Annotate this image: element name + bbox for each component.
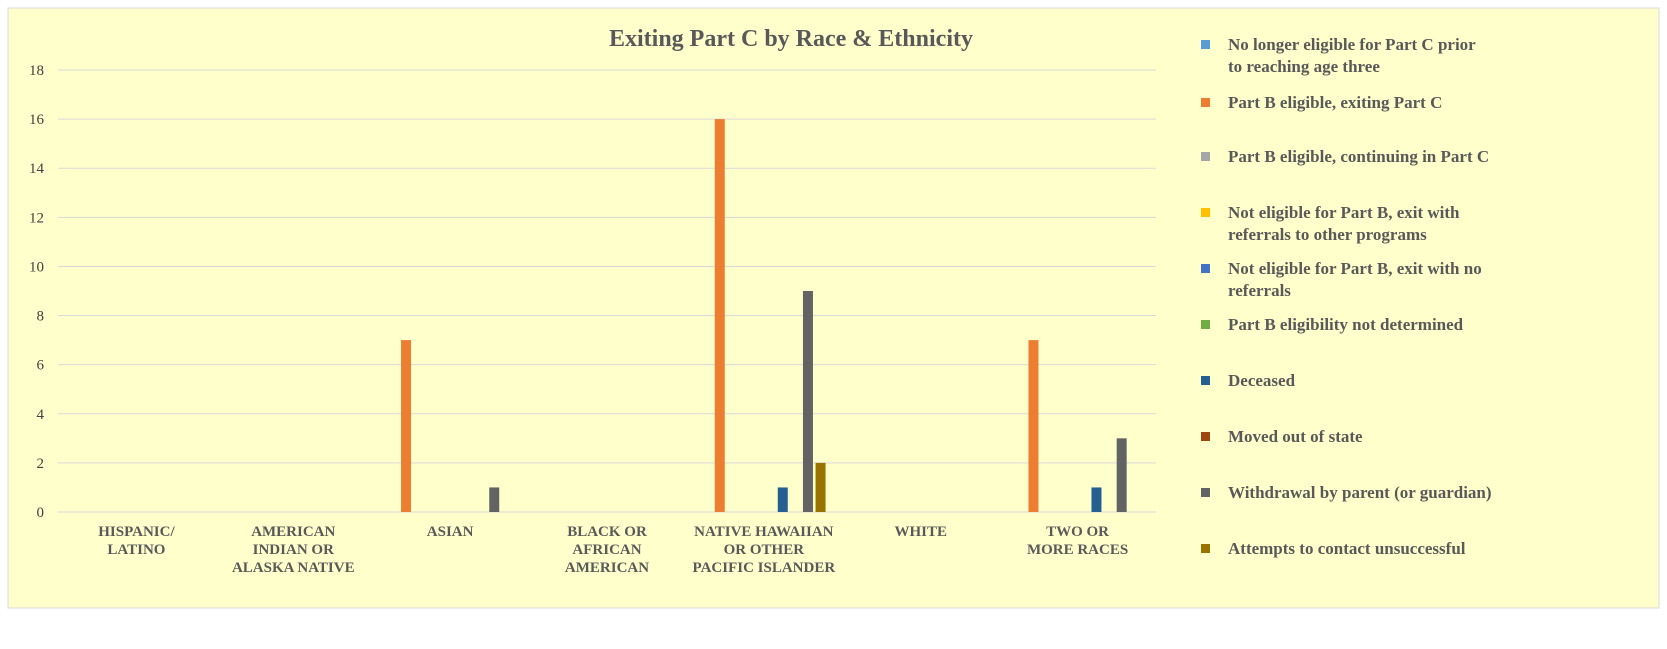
legend-swatch — [1201, 544, 1210, 553]
bar — [802, 291, 813, 512]
bar — [1116, 438, 1127, 512]
grid-lines — [58, 69, 1156, 513]
bar — [1091, 487, 1102, 512]
legend-label: No longer eligible for Part C prior to re… — [1228, 35, 1476, 76]
legend-swatch — [1201, 264, 1210, 273]
y-axis-ticks: 0 2 4 6 8 10 12 14 16 18 — [29, 63, 45, 521]
x-category-label: NATIVE HAWAIIAN OR OTHER PACIFIC ISLANDER — [693, 524, 836, 576]
y-tick-label: 0 — [37, 505, 45, 521]
x-category-label: HISPANIC/LATINO — [98, 524, 175, 558]
legend-swatch — [1201, 320, 1210, 329]
legend-swatch — [1201, 98, 1210, 107]
legend-swatch — [1201, 432, 1210, 441]
bar — [815, 462, 826, 512]
x-category-label: AMERICAN INDIAN OR ALASKA NATIVE — [232, 524, 355, 576]
y-tick-label: 2 — [37, 456, 45, 472]
legend-label: Deceased — [1228, 371, 1296, 390]
legend-label: Not eligible for Part B, exit with no ref… — [1228, 259, 1482, 300]
legend-label: Moved out of state — [1228, 427, 1363, 446]
bar — [1028, 340, 1039, 512]
bar — [714, 119, 725, 512]
x-category-label: TWO OR MORE RACES — [1027, 524, 1128, 558]
legend-swatch — [1201, 376, 1210, 385]
y-tick-label: 4 — [37, 407, 45, 423]
y-tick-label: 10 — [29, 259, 44, 275]
legend: No longer eligible for Part C prior to re… — [1201, 35, 1492, 558]
legend-swatch — [1201, 208, 1210, 217]
y-tick-label: 16 — [29, 112, 45, 128]
bar — [401, 340, 412, 512]
bar — [777, 487, 788, 512]
y-tick-label: 8 — [37, 309, 45, 325]
x-category-label: WHITE — [894, 524, 947, 540]
legend-label: Part B eligibility not determined — [1228, 315, 1464, 334]
chart-title: Exiting Part C by Race & Ethnicity — [609, 26, 973, 52]
bars — [401, 119, 1127, 512]
legend-label: Attempts to contact unsuccessful — [1228, 539, 1466, 558]
y-tick-label: 6 — [37, 358, 45, 374]
x-axis-labels: HISPANIC/LATINO AMERICAN INDIAN OR ALASKA N… — [98, 524, 1128, 576]
legend-label: Not eligible for Part B, exit with referr… — [1228, 203, 1460, 244]
legend-swatch — [1201, 152, 1210, 161]
bar — [489, 487, 500, 512]
legend-label: Part B eligible, continuing in Part C — [1228, 147, 1489, 166]
y-tick-label: 12 — [29, 210, 44, 226]
legend-label: Withdrawal by parent (or guardian) — [1228, 483, 1492, 502]
y-tick-label: 18 — [29, 63, 44, 79]
legend-label: Part B eligible, exiting Part C — [1228, 93, 1442, 112]
chart-background — [7, 7, 1660, 609]
y-tick-label: 14 — [29, 161, 45, 177]
x-category-label: BLACK OR AFRICAN AMERICAN — [565, 524, 649, 576]
legend-swatch — [1201, 488, 1210, 497]
x-category-label: ASIAN — [427, 524, 474, 540]
legend-swatch — [1201, 40, 1210, 49]
